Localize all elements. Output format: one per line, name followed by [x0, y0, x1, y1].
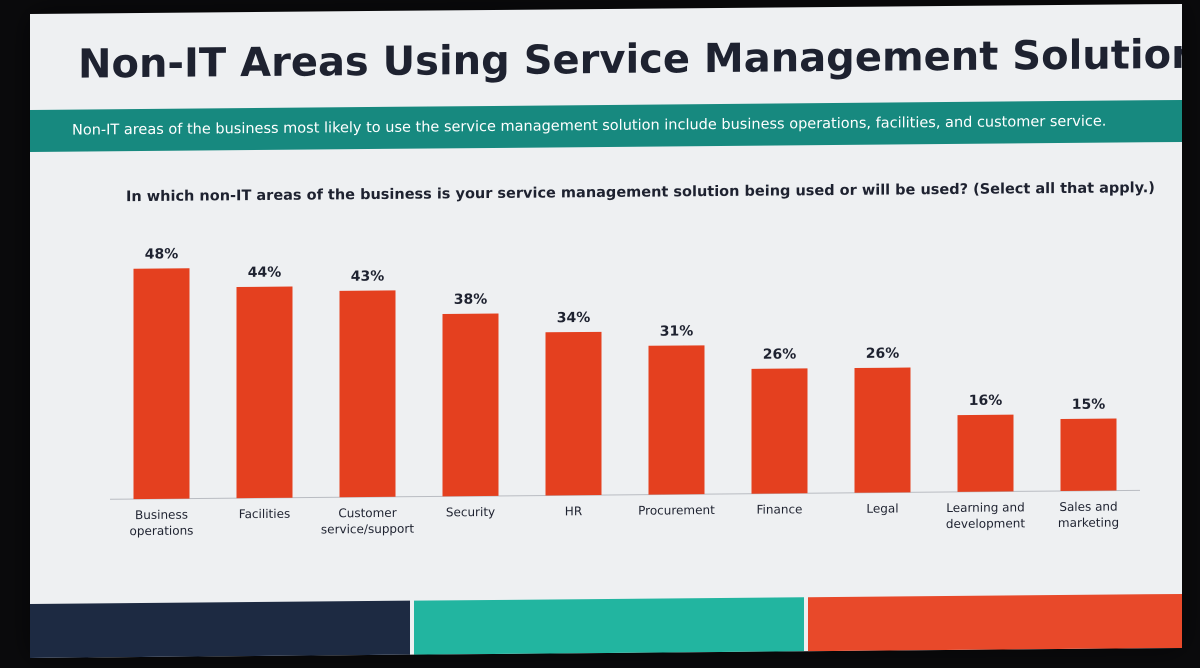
- bar: [751, 368, 808, 494]
- category-label: Legal: [866, 501, 898, 515]
- category-label: Security: [446, 505, 495, 519]
- category-label: Facilities: [239, 507, 290, 521]
- category-label: HR: [565, 504, 582, 518]
- bar-value-label: 38%: [454, 292, 488, 308]
- bar-chart: 48% Business operations 44% Facilities 43% Cus…: [110, 246, 1140, 539]
- bar-value-label: 34%: [557, 310, 591, 326]
- bar: [648, 345, 705, 495]
- category-label: Learning and development: [946, 500, 1025, 531]
- bar-value-label: 43%: [351, 269, 385, 285]
- footer-bar-orange: [808, 593, 1182, 652]
- bar: [1060, 418, 1117, 492]
- bar: [236, 286, 293, 499]
- bar-value-label: 15%: [1072, 397, 1106, 413]
- bar-value-label: 16%: [969, 393, 1003, 409]
- bar-value-label: 26%: [763, 347, 797, 363]
- bar-value-label: 44%: [248, 265, 282, 281]
- bar: [957, 414, 1014, 492]
- bar-value-label: 26%: [866, 346, 900, 362]
- footer-bar-teal: [414, 597, 804, 655]
- category-label: Business operations: [130, 508, 194, 539]
- presentation-slide: Non-IT Areas Using Service Management So…: [30, 3, 1182, 658]
- bar: [545, 331, 602, 496]
- category-label: Customer service/support: [321, 506, 414, 537]
- category-label: Finance: [757, 502, 803, 516]
- bar: [339, 290, 396, 498]
- bar-value-label: 31%: [660, 323, 694, 339]
- bar: [133, 268, 190, 500]
- category-label: Sales and marketing: [1058, 499, 1119, 530]
- bar-value-label: 48%: [145, 246, 179, 262]
- bar: [442, 313, 499, 497]
- bar: [854, 367, 911, 493]
- category-label: Procurement: [638, 503, 715, 518]
- footer-bar-navy: [30, 600, 410, 658]
